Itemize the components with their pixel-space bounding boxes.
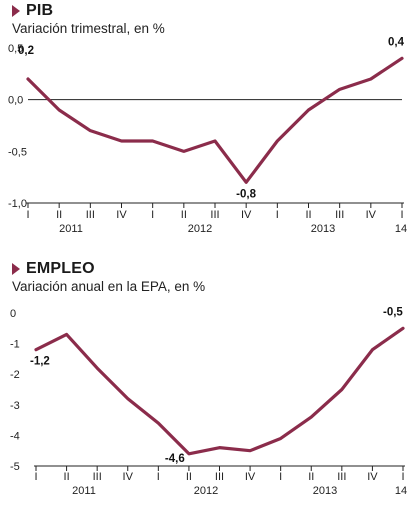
data-label: -0,5 (383, 306, 403, 318)
data-point (126, 397, 129, 400)
x-tick-label: III (215, 471, 224, 483)
data-label: 0,4 (388, 36, 405, 48)
data-point (218, 446, 221, 449)
y-tick-label: -4 (10, 430, 20, 442)
data-point (95, 366, 99, 370)
x-tick-label: I (26, 209, 29, 221)
y-tick-label: 0 (10, 308, 16, 320)
data-point (157, 421, 160, 425)
pib-chart: 0,50,0-0,5-1,0I II III IV I II III IV I II III IV I2… (8, 36, 407, 235)
x-tick-label: III (337, 471, 346, 483)
y-tick-label: 0,0 (8, 95, 23, 107)
data-point (338, 88, 341, 91)
y-tick-label: -1 (10, 339, 20, 351)
y-tick-label: -5 (10, 461, 20, 473)
year-label: 2013 (313, 485, 337, 497)
data-point (187, 452, 191, 455)
series-line (34, 326, 405, 456)
pib-subtitle: Variación trimestral, en % (12, 21, 165, 36)
y-tick-label: -3 (10, 400, 20, 412)
x-tick-label: IV (123, 471, 134, 483)
data-point (34, 348, 38, 351)
data-label: -1,2 (30, 356, 50, 368)
data-point (244, 181, 248, 184)
x-tick-label: IV (245, 471, 256, 483)
x-tick-label: I (401, 471, 404, 483)
empleo-subtitle: Variación anual en la EPA, en % (12, 279, 206, 294)
year-label: 2011 (59, 223, 83, 235)
x-tick-label: II (308, 471, 314, 483)
data-point (400, 57, 404, 60)
data-point (89, 129, 92, 132)
data-point (26, 77, 30, 81)
title-marker-icon (12, 263, 20, 275)
x-tick-label: I (400, 209, 403, 221)
x-tick-label: III (335, 209, 344, 221)
data-label: -4,6 (165, 453, 185, 465)
empleo-title: EMPLEO (12, 260, 95, 278)
data-point (248, 449, 252, 452)
data-point (369, 77, 373, 81)
year-label: 2012 (188, 223, 212, 235)
pib-title-text: PIB (26, 2, 54, 19)
data-point (340, 388, 344, 391)
year-label: 2011 (72, 485, 96, 497)
data-point (65, 333, 68, 336)
title-marker-icon (12, 5, 20, 17)
x-tick-label: III (86, 209, 95, 221)
data-point (213, 139, 217, 143)
x-tick-label: IV (366, 209, 377, 221)
pib-title: PIB (12, 2, 53, 20)
y-tick-label: -1,0 (8, 198, 27, 210)
x-tick-label: I (151, 209, 154, 221)
year-label: 14 (395, 485, 407, 497)
data-point (310, 415, 313, 419)
x-tick-label: III (93, 471, 102, 483)
year-label: 2013 (311, 223, 335, 235)
x-tick-label: IV (367, 471, 378, 483)
x-tick-label: II (186, 471, 192, 483)
data-point (57, 108, 61, 112)
data-point (307, 108, 310, 112)
y-tick-label: -0,5 (8, 146, 27, 158)
data-point (151, 139, 154, 143)
x-tick-label: III (210, 209, 219, 221)
x-tick-label: IV (116, 209, 127, 221)
x-tick-label: II (56, 209, 62, 221)
data-point (276, 139, 279, 143)
empleo-title-text: EMPLEO (26, 260, 95, 277)
x-tick-label: IV (241, 209, 252, 221)
data-point (182, 150, 186, 153)
x-tick-label: I (157, 471, 160, 483)
x-tick-label: II (181, 209, 187, 221)
data-label: 0,2 (18, 45, 34, 57)
data-point (120, 139, 123, 143)
data-label: -0,8 (236, 188, 256, 200)
x-tick-label: I (276, 209, 279, 221)
year-label: 14 (395, 223, 407, 235)
data-point (279, 437, 282, 440)
y-tick-label: 0,5 (8, 43, 23, 55)
y-tick-label: -2 (10, 369, 20, 381)
data-point (401, 327, 405, 330)
data-point (371, 348, 374, 351)
x-tick-label: II (305, 209, 311, 221)
x-tick-label: I (34, 471, 37, 483)
year-label: 2012 (194, 485, 218, 497)
x-tick-label: I (279, 471, 282, 483)
x-tick-label: II (64, 471, 70, 483)
